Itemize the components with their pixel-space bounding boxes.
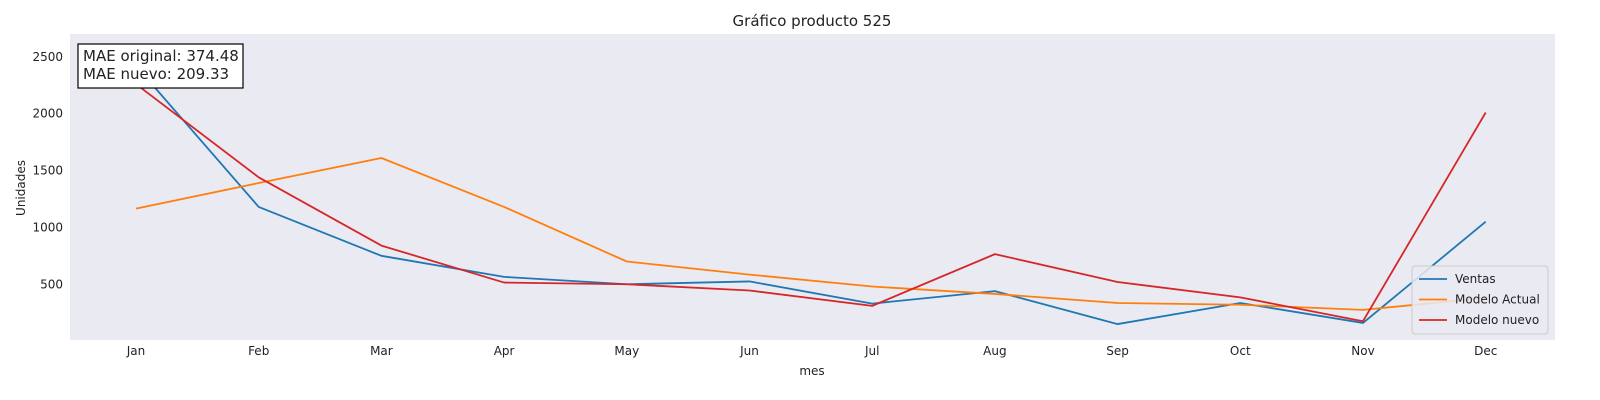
annotation-box <box>77 43 244 89</box>
legend-label-2: Modelo nuevo <box>1455 313 1539 327</box>
legend-label-0: Ventas <box>1455 272 1496 286</box>
x-tick-label-jun: Jun <box>739 344 759 358</box>
x-tick-label-nov: Nov <box>1351 344 1374 358</box>
legend-label-1: Modelo Actual <box>1455 293 1540 307</box>
x-tick-label-feb: Feb <box>248 344 269 358</box>
x-tick-label-oct: Oct <box>1230 344 1251 358</box>
x-axis-label: mes <box>799 364 824 378</box>
series-line-1 <box>135 157 1486 311</box>
chart-title: Gráfico producto 525 <box>733 12 892 30</box>
y-tick-label-500: 500 <box>40 277 63 291</box>
series-line-2 <box>135 83 1487 323</box>
x-tick-label-may: May <box>614 344 639 358</box>
series-lines <box>135 65 1487 325</box>
x-tick-label-apr: Apr <box>494 344 515 358</box>
x-tick-label-mar: Mar <box>370 344 393 358</box>
y-tick-label-1500: 1500 <box>32 164 63 178</box>
x-tick-label-jul: Jul <box>864 344 879 358</box>
x-tick-label-jan: Jan <box>126 344 146 358</box>
y-axis-label: Unidades <box>14 160 28 216</box>
y-tick-label-2500: 2500 <box>32 50 63 64</box>
x-tick-labels: Jan Feb Mar Apr May Jun Jul Aug Sep Oct Nov Dec <box>126 344 1498 358</box>
plot-area <box>70 34 1555 340</box>
y-tick-labels: 500 1000 1500 2000 2500 <box>32 50 63 292</box>
x-tick-label-aug: Aug <box>983 344 1006 358</box>
x-tick-label-sep: Sep <box>1106 344 1129 358</box>
y-tick-label-1000: 1000 <box>32 220 63 234</box>
legend-box <box>1411 265 1549 335</box>
legend: Ventas Modelo Actual Modelo nuevo <box>1411 265 1549 335</box>
annotation-line-1: MAE original: 374.48 <box>83 47 239 65</box>
mae-annotation: MAE original: 374.48 MAE nuevo: 209.33 <box>77 43 244 89</box>
annotation-line-2: MAE nuevo: 209.33 <box>83 65 229 83</box>
x-tick-label-dec: Dec <box>1474 344 1497 358</box>
y-tick-label-2000: 2000 <box>32 107 63 121</box>
